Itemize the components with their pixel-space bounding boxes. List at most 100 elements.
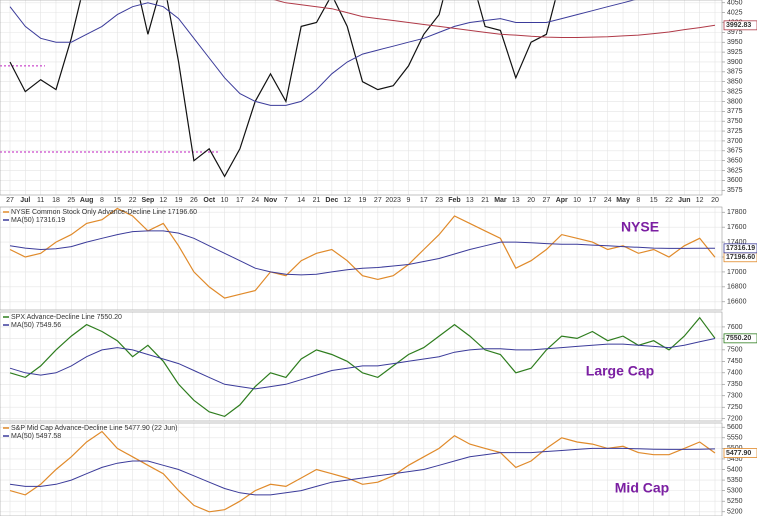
x-tick-label: Nov [264, 197, 277, 204]
x-tick-label: 27 [543, 197, 551, 204]
y-tick-label: 4050 [727, 0, 743, 7]
end-label: 17316.19 [726, 245, 755, 252]
end-label: 7550.20 [726, 335, 751, 342]
y-tick-label: 3700 [727, 138, 743, 145]
x-tick-label: 19 [359, 197, 367, 204]
series-line [9, 430, 716, 513]
x-tick-label: 12 [159, 197, 167, 204]
y-tick-label: 17800 [727, 209, 747, 216]
x-tick-label: 26 [190, 197, 198, 204]
x-tick-label: 24 [251, 197, 259, 204]
x-tick-label: Dec [325, 197, 338, 204]
end-label-box [723, 20, 757, 31]
y-tick-label: 3625 [727, 167, 743, 174]
panel-border [0, 311, 723, 422]
y-tick-label: 5550 [727, 435, 743, 442]
y-tick-label: 16600 [727, 299, 747, 306]
x-tick-label: 22 [129, 197, 137, 204]
series-line [9, 207, 716, 299]
y-tick-label: 7250 [727, 404, 743, 411]
y-tick-label: 3925 [727, 49, 743, 56]
y-tick-label: 3850 [727, 79, 743, 86]
end-label: 5477.90 [726, 450, 751, 457]
x-tick-label: 23 [435, 197, 443, 204]
legend-label: MA(50) 5497.58 [11, 433, 61, 440]
y-tick-label: 3825 [727, 88, 743, 95]
x-tick-label: 15 [113, 197, 121, 204]
x-tick-label: 9 [407, 197, 411, 204]
legend-label: SPX Advance-Decline Line 7550.20 [11, 314, 122, 321]
y-tick-label: 3600 [727, 177, 743, 184]
y-tick-label: 5200 [727, 509, 743, 516]
x-tick-label: Jul [20, 197, 30, 204]
plot [9, 430, 716, 513]
x-tick-label: 17 [588, 197, 596, 204]
x-tick-label: 27 [374, 197, 382, 204]
y-tick-label: 3975 [727, 29, 743, 36]
y-tick-label: 5400 [727, 466, 743, 473]
x-tick-label: 22 [665, 197, 673, 204]
x-tick-label: Oct [203, 197, 215, 204]
y-tick-label: 7350 [727, 381, 743, 388]
x-tick-label: 25 [67, 197, 75, 204]
series-line [9, 447, 716, 496]
y-tick-label: 16800 [727, 284, 747, 291]
y-tick-label: 3875 [727, 69, 743, 76]
y-tick-label: 3775 [727, 108, 743, 115]
x-tick-label: 21 [313, 197, 321, 204]
x-tick-label: 17 [420, 197, 428, 204]
end-label-box [723, 333, 757, 344]
x-tick-label: 19 [175, 197, 183, 204]
x-tick-label: 21 [481, 197, 489, 204]
x-tick-label: Apr [556, 197, 568, 204]
x-tick-label: 14 [297, 197, 305, 204]
y-tick-label: 3900 [727, 59, 743, 66]
y-tick-label: 5350 [727, 477, 743, 484]
y-tick-label: 5600 [727, 424, 743, 431]
x-tick-label: 10 [221, 197, 229, 204]
series-line [9, 230, 715, 276]
legend-label: S&P Mid Cap Advance-Decline Line 5477.90… [11, 425, 177, 432]
legend-label: NYSE Common Stock Only Advance-Decline L… [11, 209, 197, 216]
y-tick-label: 3725 [727, 128, 743, 135]
x-tick-label: Aug [80, 197, 94, 204]
x-tick-label: 7 [284, 197, 288, 204]
y-tick-label: 7500 [727, 347, 743, 354]
series-line [9, 316, 716, 418]
panel-border [0, 0, 723, 196]
end-label: 3992.83 [726, 22, 751, 29]
x-tick-label: 24 [604, 197, 612, 204]
series-line [9, 0, 636, 106]
plot [9, 316, 716, 418]
x-tick-label: 18 [52, 197, 60, 204]
x-tick-label: 2023 [385, 197, 401, 204]
x-tick-label: 13 [466, 197, 474, 204]
plot [9, 0, 716, 178]
x-tick-label: 13 [512, 197, 520, 204]
y-tick-label: 5250 [727, 498, 743, 505]
y-tick-label: 17000 [727, 269, 747, 276]
y-tick-label: 3800 [727, 98, 743, 105]
x-tick-label: Mar [494, 197, 507, 204]
y-tick-label: 3750 [727, 118, 743, 125]
x-tick-label: 10 [573, 197, 581, 204]
x-tick-label: 11 [37, 197, 44, 204]
end-label: 17196.60 [726, 254, 755, 261]
end-label-box [723, 448, 757, 458]
series-line [9, 338, 716, 390]
y-tick-label: 3650 [727, 158, 743, 165]
x-tick-label: May [616, 197, 630, 204]
panel-border [0, 422, 723, 516]
x-tick-label: Sep [142, 197, 155, 204]
y-tick-label: 3950 [727, 39, 743, 46]
y-tick-label: 3575 [727, 187, 743, 194]
y-tick-label: 5450 [727, 456, 743, 463]
annotation: Large Cap [586, 363, 654, 379]
end-label-box [723, 243, 757, 254]
y-tick-label: 3675 [727, 148, 743, 155]
y-tick-label: 17400 [727, 239, 747, 246]
series-line [9, 0, 556, 178]
y-tick-label: 7450 [727, 358, 743, 365]
